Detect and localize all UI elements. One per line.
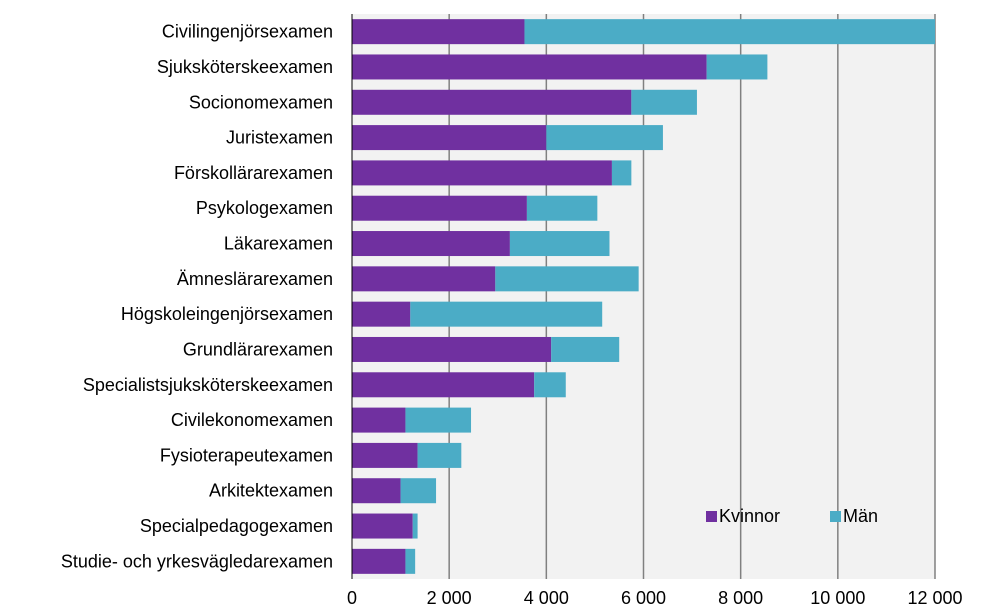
bar-studie-och-yrkesvagledarexamen-man (405, 548, 416, 574)
category-label-arkitektexamen: Arkitektexamen (209, 481, 333, 501)
bar-lakarexamen-kvinnor (352, 231, 510, 257)
bar-sjukskoterskeexamen-kvinnor (352, 54, 707, 80)
x-tick-label-12000: 12 000 (907, 588, 962, 608)
bar-forskollararexamen-man (611, 160, 632, 186)
bar-civilingenjorsexamen-man (524, 19, 935, 45)
legend-label-kvinnor: Kvinnor (719, 506, 780, 526)
category-label-psykologexamen: Psykologexamen (196, 198, 333, 218)
bar-psykologexamen-man (526, 195, 598, 221)
bar-amneslararexamen-kvinnor (352, 266, 496, 292)
bar-studie-och-yrkesvagledarexamen-kvinnor (352, 548, 406, 574)
bar-grundlararexamen-man (551, 336, 620, 362)
bar-hogskoleingenjorsexamen-kvinnor (352, 301, 411, 327)
bar-specialpedagogexamen-man (412, 513, 418, 539)
bar-specialistsjukskoterskeexamen-kvinnor (352, 372, 535, 398)
bar-forskollararexamen-kvinnor (352, 160, 612, 186)
category-label-studie-och-yrkesvagledarexamen: Studie- och yrkesvägledarexamen (61, 551, 333, 571)
bars (352, 19, 935, 574)
bar-arkitektexamen-kvinnor (352, 478, 401, 504)
bar-fysioterapeutexamen-man (417, 442, 462, 468)
bar-juristexamen-kvinnor (352, 125, 547, 151)
x-tick-label-0: 0 (347, 588, 357, 608)
x-tick-label-8000: 8 000 (718, 588, 763, 608)
legend: Kvinnor Män (706, 506, 878, 526)
category-labels: Civilingenjörsexamen Sjuksköterskeexamen S… (61, 22, 333, 572)
bar-juristexamen-man (546, 125, 663, 151)
x-tick-label-4000: 4 000 (524, 588, 569, 608)
category-label-specialpedagogexamen: Specialpedagogexamen (140, 516, 333, 536)
category-label-lakarexamen: Läkarexamen (224, 234, 333, 254)
bar-fysioterapeutexamen-kvinnor (352, 442, 418, 468)
category-label-forskollararexamen: Förskollärarexamen (174, 163, 333, 183)
category-label-civilingenjorsexamen: Civilingenjörsexamen (162, 22, 333, 42)
category-label-grundlararexamen: Grundlärarexamen (183, 339, 333, 359)
x-tick-label-2000: 2 000 (427, 588, 472, 608)
bar-civilekonomexamen-man (405, 407, 472, 433)
legend-label-man: Män (843, 506, 878, 526)
bar-grundlararexamen-kvinnor (352, 336, 552, 362)
category-label-sjukskoterskeexamen: Sjuksköterskeexamen (157, 57, 333, 77)
bar-psykologexamen-kvinnor (352, 195, 527, 221)
bar-amneslararexamen-man (495, 266, 639, 292)
bar-hogskoleingenjorsexamen-man (410, 301, 603, 327)
category-label-socionomexamen: Socionomexamen (189, 92, 333, 112)
bar-lakarexamen-man (509, 231, 610, 257)
bar-civilekonomexamen-kvinnor (352, 407, 406, 433)
x-tick-labels: 0 2 000 4 000 6 000 8 000 10 000 12 000 (347, 588, 963, 608)
x-tick-label-10000: 10 000 (810, 588, 865, 608)
bar-socionomexamen-kvinnor (352, 89, 632, 115)
category-label-civilekonomexamen: Civilekonomexamen (171, 410, 333, 430)
x-tick-label-6000: 6 000 (621, 588, 666, 608)
category-label-juristexamen: Juristexamen (226, 128, 333, 148)
bar-specialpedagogexamen-kvinnor (352, 513, 413, 539)
category-label-specialistsjukskoterskeexamen: Specialistsjuksköterskeexamen (83, 375, 333, 395)
bar-specialistsjukskoterskeexamen-man (534, 372, 566, 398)
bar-socionomexamen-man (631, 89, 697, 115)
category-label-hogskoleingenjorsexamen: Högskoleingenjörsexamen (121, 304, 333, 324)
category-label-amneslararexamen: Ämneslärarexamen (177, 269, 333, 289)
legend-swatch-man (830, 511, 841, 522)
bar-arkitektexamen-man (400, 478, 437, 504)
bar-sjukskoterskeexamen-man (706, 54, 768, 80)
bar-civilingenjorsexamen-kvinnor (352, 19, 525, 45)
legend-swatch-kvinnor (706, 511, 717, 522)
category-label-fysioterapeutexamen: Fysioterapeutexamen (160, 445, 333, 465)
